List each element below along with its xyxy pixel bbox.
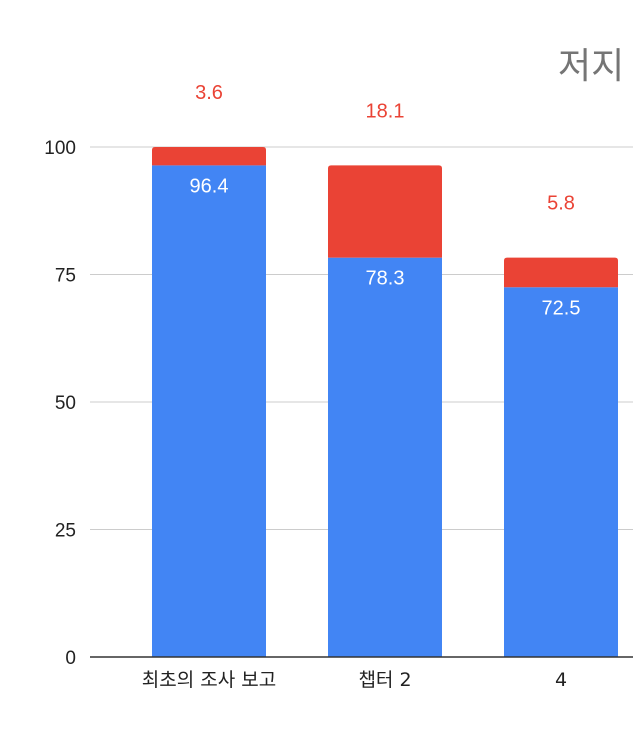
data-label: 72.5 [542,297,581,319]
bar-segment [152,165,266,658]
x-category-label: 챕터 2 [358,669,411,691]
y-tick-label: 100 [44,138,76,159]
bar-segment [504,257,618,288]
bar-segment [152,147,266,166]
legend-series-label: 저지 [558,46,624,87]
data-label: 5.8 [547,193,575,215]
x-category-label: 4 [555,669,567,691]
data-labels: 96.4 3.6 78.3 18.1 72.5 5.8 [190,82,581,319]
bar-segment [504,287,618,657]
data-label: 18.1 [366,100,405,122]
data-label: 3.6 [195,82,223,104]
y-tick-label: 75 [55,266,76,287]
data-label: 96.4 [190,175,229,197]
y-tick-label: 25 [55,521,76,542]
axes: 0 25 50 75 100 최초의 조사 보고 챕터 2 4 [44,138,633,691]
bar-segment [328,257,442,657]
y-tick-label: 0 [65,648,76,669]
bars [152,147,618,658]
data-label: 78.3 [366,268,405,290]
y-tick-label: 50 [55,393,76,414]
x-category-label: 최초의 조사 보고 [142,669,276,691]
bar-segment [328,165,442,258]
